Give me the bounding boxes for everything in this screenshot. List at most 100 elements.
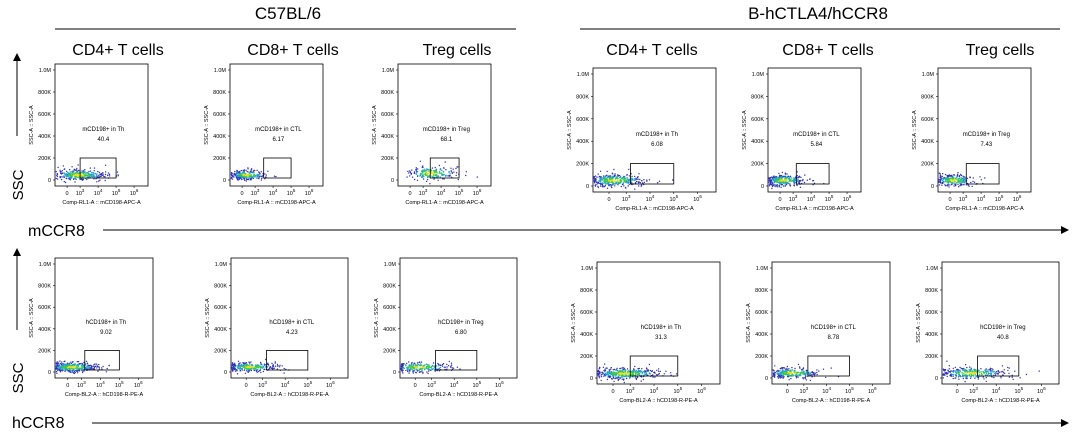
event-dot (946, 360, 948, 362)
event-dot (991, 376, 993, 378)
gate-rectangle[interactable] (266, 349, 309, 371)
event-dot (69, 173, 72, 175)
event-dot (601, 185, 604, 187)
event-dot (408, 361, 410, 363)
event-dot (616, 367, 618, 370)
event-dot (85, 360, 88, 363)
gate-rectangle[interactable] (977, 355, 1020, 377)
event-dot (789, 372, 792, 375)
event-dot (69, 176, 71, 178)
event-dot (977, 378, 979, 380)
event-dot (776, 373, 778, 375)
event-dot (59, 360, 61, 362)
event-dot (271, 362, 273, 365)
event-dot (437, 179, 439, 181)
event-dot (418, 369, 420, 371)
event-dot (785, 181, 787, 183)
x-axis-title: Comp-RL1-A :: mCD198-APC-A (775, 206, 854, 212)
event-dot (630, 373, 632, 376)
event-dot (773, 376, 776, 378)
event-dot (961, 372, 963, 374)
y-tick-label: 400K (383, 327, 396, 333)
gate-rectangle[interactable] (84, 349, 120, 371)
gate-rectangle[interactable] (429, 157, 460, 179)
event-dot (1000, 377, 1002, 379)
event-dot (947, 174, 950, 177)
event-dot (802, 377, 804, 379)
event-dot (599, 185, 602, 187)
event-dot (994, 374, 997, 376)
gate-percentage: 8.78 (828, 335, 840, 341)
event-dot (1008, 372, 1010, 374)
event-dot (622, 375, 624, 377)
gate-rectangle[interactable] (435, 349, 478, 371)
y-axis-title: SSC-A :: SSC-A (29, 105, 35, 145)
event-dot (71, 176, 73, 178)
event-dot (246, 363, 248, 365)
event-dot (610, 372, 613, 374)
x-tick-label: 106 (697, 386, 706, 395)
event-dot (947, 182, 949, 184)
gate-rectangle[interactable] (79, 157, 117, 179)
event-dot (63, 366, 65, 368)
event-dot (91, 174, 93, 176)
event-dot (438, 370, 441, 372)
event-dot (251, 363, 253, 366)
event-dot (954, 183, 956, 186)
event-dot (411, 362, 413, 364)
event-dot (776, 185, 778, 187)
event-dot (957, 370, 959, 373)
event-dot (437, 175, 439, 177)
gate-rectangle[interactable] (629, 163, 675, 185)
event-dot (429, 369, 432, 371)
event-dot (787, 369, 790, 371)
event-dot (256, 366, 258, 368)
y-axis-title: SSC-A :: SSC-A (372, 105, 378, 145)
event-dot (272, 364, 275, 366)
event-dot (770, 176, 773, 178)
event-dot (635, 180, 638, 183)
event-dot (974, 374, 976, 376)
event-dot (265, 174, 267, 176)
event-dot (89, 167, 92, 169)
event-dot (62, 365, 65, 367)
event-dot (416, 364, 418, 367)
event-dot (415, 168, 417, 170)
event-dot (242, 177, 244, 179)
event-dot (969, 366, 971, 368)
event-dot (985, 369, 987, 371)
event-dot (942, 373, 945, 375)
event-dot (264, 368, 266, 371)
gate-rectangle[interactable] (795, 163, 830, 185)
gate-rectangle[interactable] (965, 163, 1000, 185)
event-dot (253, 369, 255, 372)
event-dot (91, 365, 93, 368)
event-dot (597, 372, 599, 375)
event-dot (784, 175, 786, 177)
event-dot (971, 185, 973, 188)
event-dot (428, 175, 431, 177)
event-dot (988, 373, 990, 375)
event-dot (238, 362, 240, 365)
event-dot (96, 365, 99, 368)
event-dot (244, 367, 246, 369)
event-dot (276, 363, 279, 366)
gate-rectangle[interactable] (629, 355, 679, 377)
gate-rectangle[interactable] (263, 157, 292, 179)
event-dot (610, 373, 613, 376)
event-dot (938, 179, 941, 181)
x-tick-label: 104 (96, 380, 105, 389)
event-cloud (55, 164, 119, 184)
gate-rectangle[interactable] (807, 355, 850, 377)
event-dot (786, 173, 788, 175)
event-dot (638, 173, 640, 175)
event-dot (626, 368, 629, 370)
y-axis-title: SSC-A :: SSC-A (204, 105, 210, 145)
event-dot (773, 183, 775, 185)
x-tick-label: 105 (669, 194, 678, 203)
event-dot (107, 174, 109, 177)
event-dot (603, 363, 606, 365)
event-dot (57, 363, 59, 365)
x-tick-label: 104 (992, 386, 1001, 395)
